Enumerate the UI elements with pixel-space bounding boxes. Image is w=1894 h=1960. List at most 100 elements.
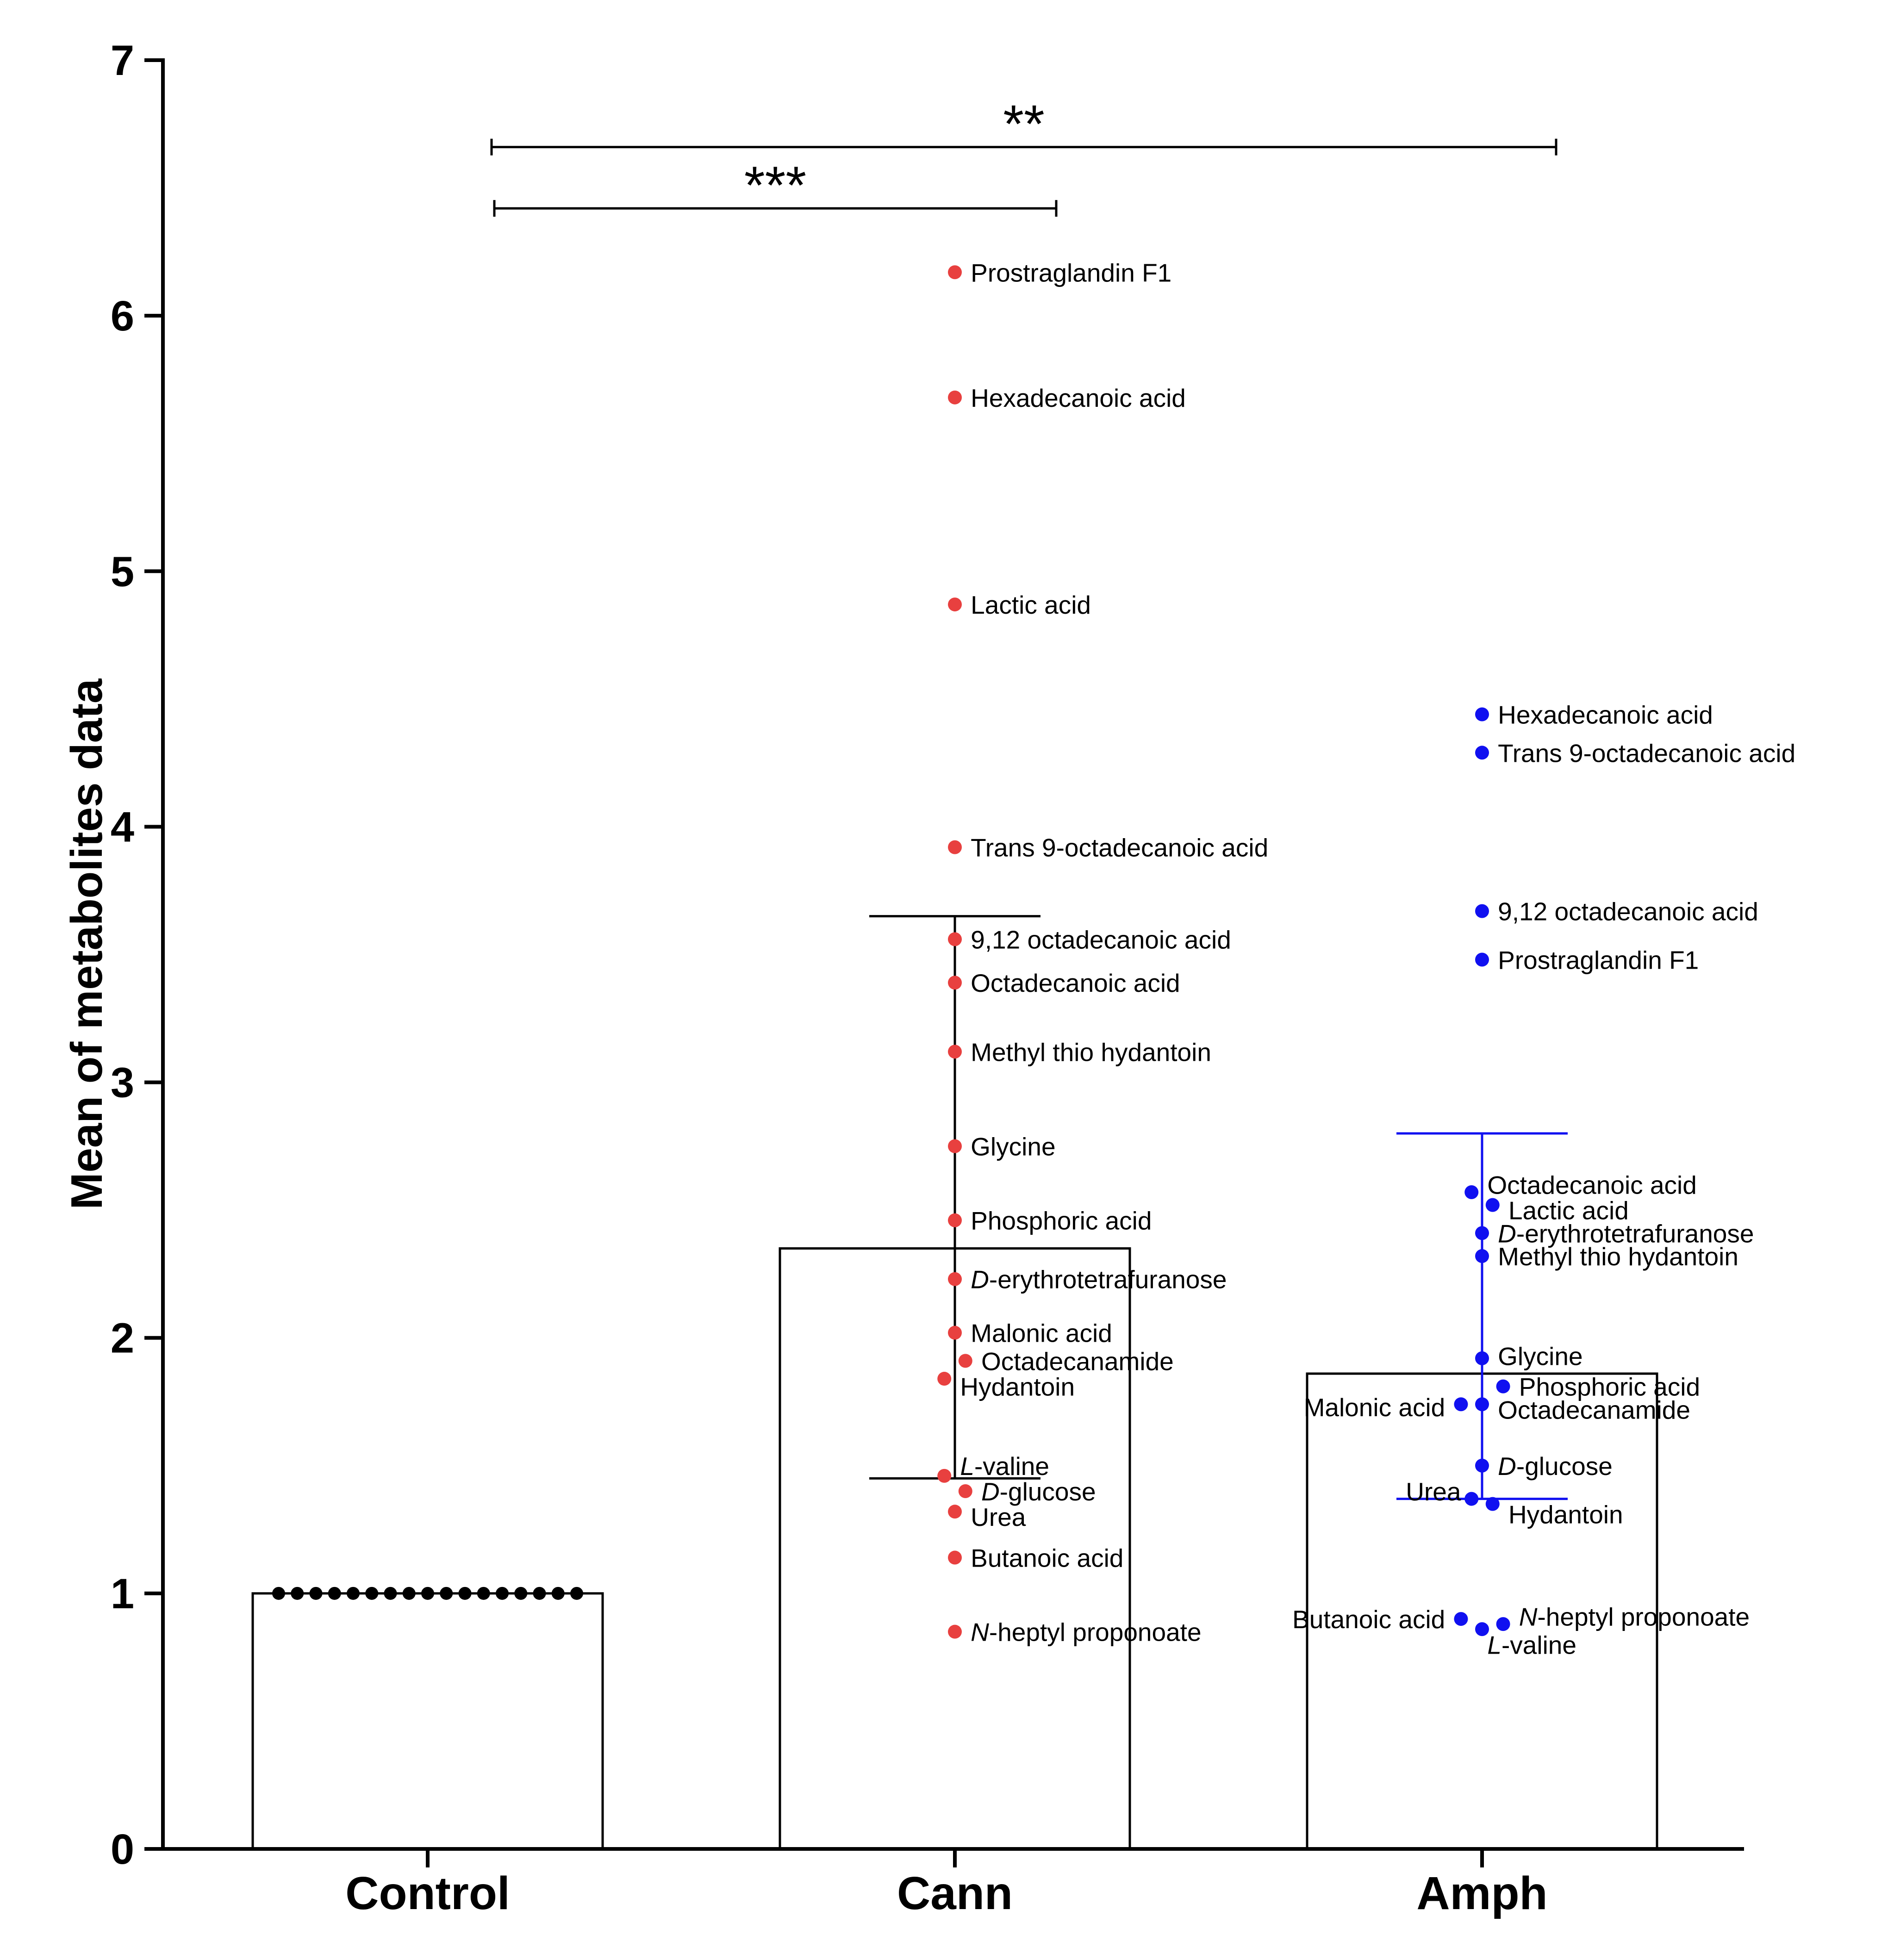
data-label: Butanoic acid xyxy=(1292,1605,1445,1634)
label-text: -valine xyxy=(974,1452,1049,1481)
label-text: Hexadecanoic acid xyxy=(1498,700,1713,729)
axes-layer: 0 1 2 3 4 5 6 7 Control Cann Amph xyxy=(111,37,1744,1919)
label-text: Lactic acid xyxy=(971,591,1091,619)
data-point xyxy=(948,1045,962,1059)
significance-control-amph: ** xyxy=(490,95,1558,156)
label-text: Octadecanoic acid xyxy=(971,969,1180,997)
label-text: Prostraglandin F1 xyxy=(1498,946,1699,975)
x-tick-label-control: Control xyxy=(345,1867,510,1919)
data-label: L-valine xyxy=(1487,1630,1576,1659)
data-label: Glycine xyxy=(971,1132,1055,1161)
data-label: Prostraglandin F1 xyxy=(1498,946,1699,975)
data-label: Phosphoric acid xyxy=(1519,1373,1700,1401)
data-label: Hydantoin xyxy=(960,1373,1075,1401)
data-label: Urea xyxy=(1406,1477,1461,1506)
data-point xyxy=(948,840,962,854)
control-point xyxy=(347,1587,360,1600)
y-tick-label: 5 xyxy=(111,548,134,595)
label-text: -erythrotetrafuranose xyxy=(989,1265,1227,1294)
series-cann: Prostraglandin F1 Hexadecanoic acid Lactic… xyxy=(937,258,1268,1647)
data-point xyxy=(1496,1617,1510,1631)
data-point xyxy=(1475,1622,1489,1636)
label-text: 9,12 octadecanoic acid xyxy=(1498,897,1758,926)
control-point xyxy=(328,1587,341,1600)
data-point xyxy=(1475,1458,1489,1473)
data-label: Lactic acid xyxy=(1508,1196,1629,1225)
y-tick-label: 3 xyxy=(111,1059,134,1107)
label-text: Octadecanamide xyxy=(1498,1395,1690,1424)
data-point xyxy=(948,932,962,946)
data-point xyxy=(937,1468,952,1483)
label-text: Octadecanamide xyxy=(981,1347,1174,1375)
label-text: Glycine xyxy=(971,1132,1055,1161)
y-tick-label: 7 xyxy=(111,37,134,84)
data-label: 9,12 octadecanoic acid xyxy=(1498,897,1758,926)
error-bar-cann xyxy=(869,915,1040,1480)
control-point xyxy=(458,1587,472,1600)
data-label: Butanoic acid xyxy=(971,1544,1123,1573)
data-point xyxy=(948,1505,962,1519)
data-label: Hexadecanoic acid xyxy=(971,384,1186,412)
data-label: Urea xyxy=(971,1503,1026,1531)
data-point xyxy=(1485,1497,1500,1511)
data-label: D-glucose xyxy=(1498,1452,1613,1481)
label-prefix: D xyxy=(971,1265,989,1294)
control-point xyxy=(496,1587,509,1600)
label-prefix: D xyxy=(1498,1452,1516,1481)
data-point xyxy=(948,390,962,404)
data-point xyxy=(1475,904,1489,918)
data-label: N-heptyl proponoate xyxy=(971,1618,1201,1647)
label-prefix: D xyxy=(1498,1219,1516,1248)
data-point xyxy=(1475,746,1489,760)
label-text: -heptyl proponoate xyxy=(1537,1603,1750,1631)
data-label: Prostraglandin F1 xyxy=(971,258,1171,287)
label-text: Phosphoric acid xyxy=(971,1207,1152,1235)
x-tick-label-cann: Cann xyxy=(897,1867,1013,1919)
data-point xyxy=(958,1484,972,1498)
label-text: Prostraglandin F1 xyxy=(971,258,1171,287)
control-point xyxy=(291,1587,304,1600)
control-point xyxy=(440,1587,453,1600)
error-bar-amph xyxy=(1396,1132,1568,1500)
data-label: L-valine xyxy=(960,1452,1049,1481)
label-text: Hydantoin xyxy=(960,1373,1075,1401)
data-point xyxy=(1475,707,1489,722)
control-point xyxy=(309,1587,323,1600)
data-label: Malonic acid xyxy=(971,1319,1112,1348)
data-label: Lactic acid xyxy=(971,591,1091,619)
data-label: D-erythrotetrafuranose xyxy=(1498,1219,1754,1248)
significance-label: ** xyxy=(1003,95,1045,154)
data-label: D-erythrotetrafuranose xyxy=(971,1265,1227,1294)
label-text: Butanoic acid xyxy=(971,1544,1123,1573)
y-tick-label: 0 xyxy=(111,1826,134,1873)
control-point xyxy=(272,1587,285,1600)
data-label: N-heptyl proponoate xyxy=(1519,1603,1750,1631)
label-text: 9,12 octadecanoic acid xyxy=(971,925,1231,954)
points-layer: Prostraglandin F1 Hexadecanoic acid Lactic… xyxy=(272,258,1795,1659)
control-point xyxy=(365,1587,379,1600)
y-tick-label: 6 xyxy=(111,292,134,340)
data-point xyxy=(948,1272,962,1286)
data-label: Hydantoin xyxy=(1508,1500,1623,1529)
data-point xyxy=(1475,1226,1489,1240)
data-point xyxy=(948,265,962,280)
label-text: -valine xyxy=(1501,1630,1576,1659)
y-axis-label: Mean of metabolites data xyxy=(62,678,112,1210)
bar-control xyxy=(251,1592,604,1850)
data-label: 9,12 octadecanoic acid xyxy=(971,925,1231,954)
data-label: Octadecanoic acid xyxy=(1487,1170,1697,1199)
data-point xyxy=(948,1213,962,1227)
data-label: Glycine xyxy=(1498,1342,1582,1370)
label-text: Octadecanoic acid xyxy=(1487,1170,1697,1199)
error-bars-layer xyxy=(869,915,1568,1500)
label-text: -heptyl proponoate xyxy=(989,1618,1202,1647)
label-text: Urea xyxy=(1406,1477,1461,1506)
label-text: Methyl thio hydantoin xyxy=(971,1038,1211,1066)
label-text: -erythrotetrafuranose xyxy=(1516,1219,1754,1248)
control-point xyxy=(421,1587,434,1600)
data-point xyxy=(948,1325,962,1340)
significance-label: *** xyxy=(744,156,806,215)
label-text: Hexadecanoic acid xyxy=(971,384,1186,412)
label-prefix: N xyxy=(1519,1603,1538,1631)
